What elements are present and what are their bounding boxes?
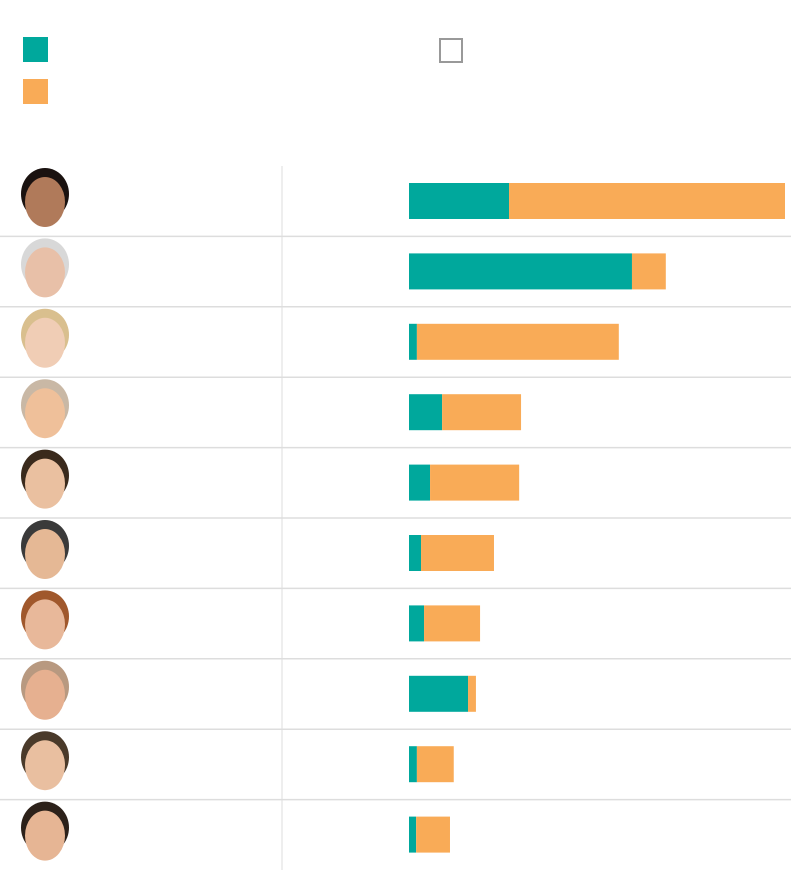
candidate-face-4-icon bbox=[25, 388, 65, 439]
candidate-face-2-icon bbox=[25, 247, 65, 298]
bar-series-1-row-9 bbox=[409, 746, 417, 783]
candidate-face-3-icon bbox=[25, 317, 65, 368]
bar-series-2-row-5 bbox=[430, 464, 520, 501]
bar-series-1-row-5 bbox=[409, 464, 431, 501]
legend-swatch-series-1 bbox=[23, 37, 48, 62]
bar-series-2-row-4 bbox=[442, 394, 522, 431]
bar-series-2-row-2 bbox=[631, 253, 666, 290]
bar-series-1-row-1 bbox=[409, 183, 510, 219]
candidate-face-9-icon bbox=[25, 740, 65, 791]
bar-series-1-row-8 bbox=[409, 675, 469, 712]
candidate-face-8-icon bbox=[25, 669, 65, 720]
bar-series-2-row-6 bbox=[421, 535, 494, 571]
candidate-face-10-icon bbox=[25, 810, 65, 861]
bar-series-1-row-6 bbox=[409, 535, 422, 571]
bar-series-2-row-1 bbox=[509, 183, 785, 219]
bar-series-2-row-10 bbox=[416, 816, 450, 853]
bar-series-1-row-4 bbox=[409, 394, 443, 431]
bar-series-2-row-3 bbox=[416, 323, 619, 360]
bar-series-2-row-9 bbox=[416, 746, 454, 783]
candidate-face-6-icon bbox=[25, 529, 65, 579]
candidate-face-5-icon bbox=[25, 458, 65, 509]
candidate-face-7-icon bbox=[25, 599, 65, 650]
bar-series-1-row-3 bbox=[409, 323, 417, 360]
bar-series-1-row-7 bbox=[409, 605, 425, 642]
legend-swatch-series-2 bbox=[23, 79, 48, 104]
toggle-checkbox[interactable] bbox=[439, 38, 463, 63]
bar-series-2-row-8 bbox=[468, 675, 476, 712]
bar-series-2-row-7 bbox=[424, 605, 481, 642]
bar-series-1-row-10 bbox=[409, 816, 417, 853]
bar-series-1-row-2 bbox=[409, 253, 632, 290]
candidate-face-1-icon bbox=[25, 177, 65, 227]
